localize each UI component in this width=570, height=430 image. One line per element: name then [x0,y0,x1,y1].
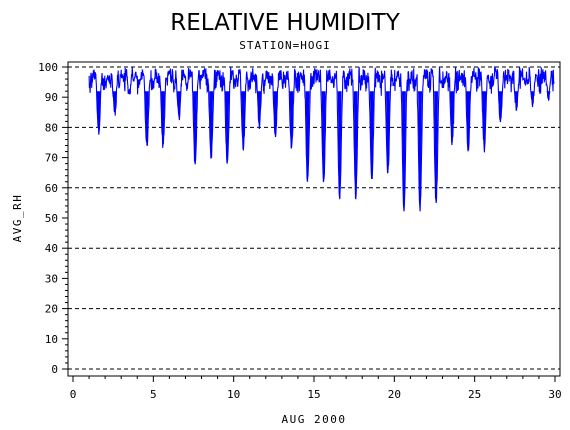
y-tick-label: 40 [45,242,58,255]
y-tick-label: 80 [45,121,58,134]
x-axis: 0 5 10 15 20 25 30 [70,376,562,401]
y-tick-label: 30 [45,272,58,285]
daily-minimum-dip [257,91,262,125]
chart-title: RELATIVE HUMIDITY [170,10,401,36]
x-tick-label: 5 [150,388,157,401]
x-tick-label: 30 [548,388,561,401]
x-tick-label: 15 [307,388,320,401]
y-tick-label: 60 [45,182,58,195]
daily-minimum-dip [321,91,326,182]
x-tick-label: 10 [227,388,240,401]
humidity-series [88,65,555,212]
y-tick-label: 70 [45,152,58,165]
daily-minimum-dip [402,91,406,209]
x-tick-label: 20 [388,388,401,401]
daily-minimum-dip [273,91,278,137]
daily-minimum-dip [546,91,551,98]
daily-minimum-dip [482,91,487,149]
y-tick-label: 10 [45,333,58,346]
daily-minimum-dip [434,91,438,203]
daily-minimum-dip [450,91,455,143]
x-tick-label: 25 [468,388,481,401]
humidity-line [88,65,555,212]
reference-lines [68,66,560,370]
y-tick-label: 90 [45,91,58,104]
daily-minimum-dip [498,91,503,122]
daily-minimum-dip [386,91,390,173]
daily-minimum-dip [466,91,471,149]
daily-minimum-dip [225,91,230,164]
daily-minimum-dip [96,91,101,131]
y-tick-label: 50 [45,212,58,225]
daily-minimum-dip [112,91,117,113]
y-tick-label: 0 [51,363,58,376]
daily-minimum-dip [337,91,342,197]
y-axis: 0 10 20 30 40 50 60 70 80 90 100 [38,61,68,376]
y-tick-label: 20 [45,303,58,316]
x-tick-label: 0 [70,388,77,401]
daily-minimum-dip [305,91,310,182]
daily-minimum-dip [530,91,535,104]
daily-minimum-dip [127,91,132,95]
daily-minimum-dip [209,91,214,158]
daily-minimum-dip [177,91,181,119]
daily-minimum-dip [193,91,197,164]
daily-minimum-dip [145,91,149,146]
daily-minimum-dip [353,91,358,197]
y-axis-label: AVG_RH [11,194,24,243]
daily-minimum-dip [514,91,519,110]
x-axis-label: AUG 2000 [282,413,347,426]
daily-minimum-dip [241,91,246,149]
daily-minimum-dip [289,91,294,149]
chart-subtitle: STATION=HOGI [239,39,330,52]
daily-minimum-dip [369,91,374,179]
daily-minimum-dip [161,91,165,146]
daily-minimum-dip [418,91,422,209]
y-tick-label: 100 [38,61,58,74]
